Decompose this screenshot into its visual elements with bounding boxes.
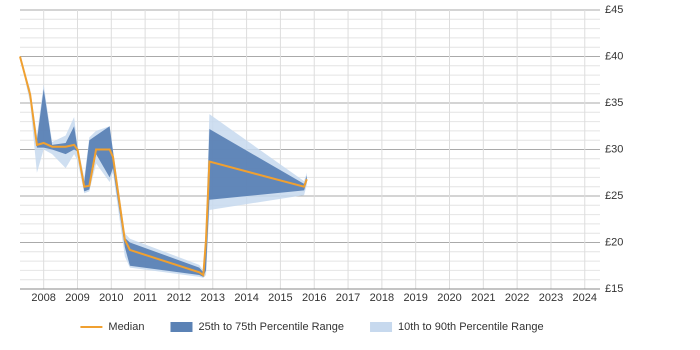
legend-label: 25th to 75th Percentile Range [198, 321, 344, 333]
y-tick-label: £30 [605, 143, 623, 155]
y-tick-label: £40 [605, 50, 623, 62]
x-tick-label: 2014 [234, 292, 258, 304]
x-tick-label: 2020 [437, 292, 461, 304]
x-tick-label: 2019 [403, 292, 427, 304]
x-tick-label: 2022 [505, 292, 529, 304]
y-tick-label: £20 [605, 236, 623, 248]
median-line [19, 56, 308, 277]
y-tick-label: £45 [605, 4, 623, 16]
range-area [20, 56, 307, 277]
x-tick-label: 2008 [31, 292, 55, 304]
x-tick-label: 2021 [471, 292, 495, 304]
x-tick-label: 2018 [370, 292, 394, 304]
x-tick-label: 2016 [302, 292, 326, 304]
legend-label: Median [108, 321, 144, 333]
legend-swatch [170, 322, 193, 332]
y-tick-label: £15 [605, 283, 623, 295]
x-tick-label: 2012 [167, 292, 191, 304]
y-tick-label: £25 [605, 190, 623, 202]
x-tick-label: 2009 [65, 292, 89, 304]
x-tick-label: 2015 [268, 292, 292, 304]
y-tick-label: £35 [605, 97, 623, 109]
x-tick-label: 2023 [539, 292, 563, 304]
legend-swatch [370, 322, 393, 332]
x-tick-label: 2010 [99, 292, 123, 304]
x-tick-label: 2024 [573, 292, 597, 304]
x-tick-label: 2013 [201, 292, 225, 304]
x-tick-label: 2017 [336, 292, 360, 304]
legend-label: 10th to 90th Percentile Range [398, 321, 544, 333]
x-tick-label: 2011 [133, 292, 157, 304]
